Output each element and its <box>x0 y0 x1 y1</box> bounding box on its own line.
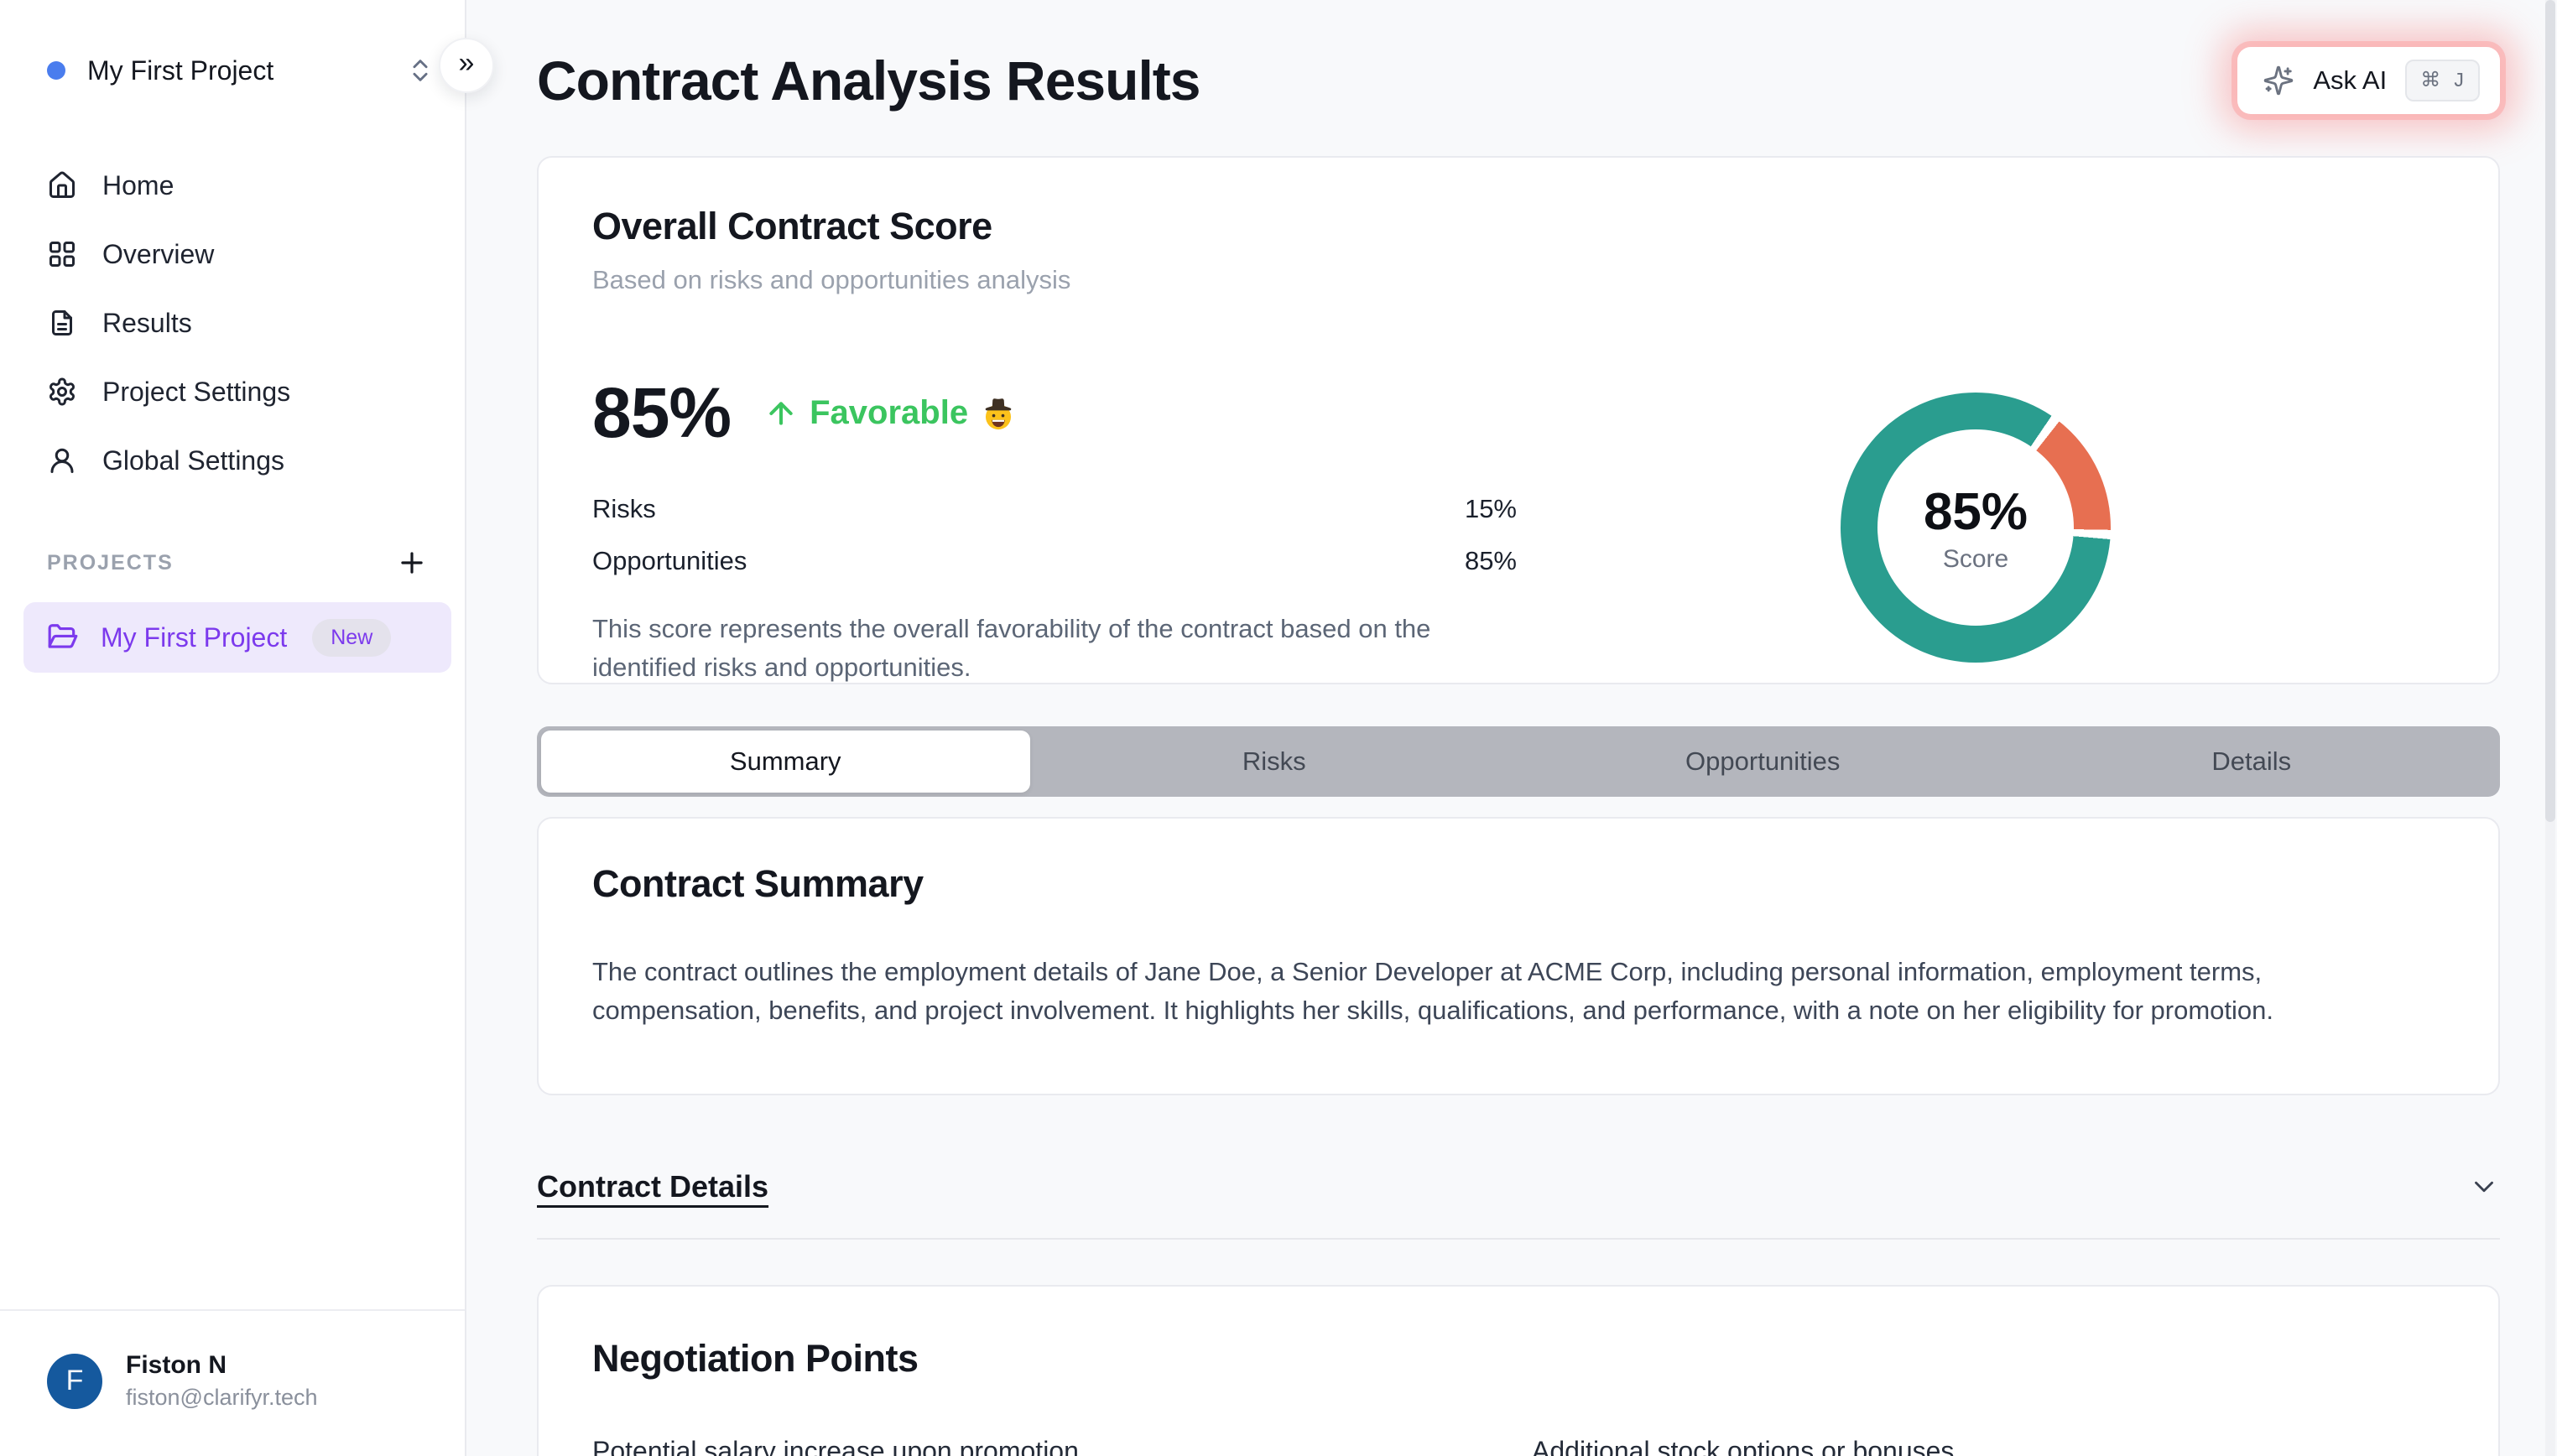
details-divider <box>537 1238 2500 1240</box>
score-row: 85% Favorable <box>592 372 2445 454</box>
main-content: Contract Analysis Results Ask AI ⌘ J Ove… <box>466 0 2557 1456</box>
contract-summary-card: Contract Summary The contract outlines t… <box>537 817 2500 1095</box>
sidebar-item-label: Results <box>102 307 192 338</box>
score-card-subtitle: Based on risks and opportunities analysi… <box>592 265 1071 294</box>
sidebar-collapse-button[interactable]: » <box>439 38 494 93</box>
sidebar-item-label: Overview <box>102 238 215 269</box>
overall-score-card: Overall Contract Score Based on risks an… <box>537 156 2500 684</box>
project-item-label: My First Project <box>101 621 288 653</box>
grid-icon <box>47 239 77 269</box>
projects-heading: PROJECTS <box>47 550 174 575</box>
contract-details-title: Contract Details <box>537 1169 769 1204</box>
cowboy-emoji-icon <box>980 395 1017 432</box>
avatar: F <box>47 1353 102 1409</box>
tab-opportunities[interactable]: Opportunities <box>1518 731 2008 793</box>
main-header: Contract Analysis Results Ask AI ⌘ J <box>537 47 2500 114</box>
score-value: 85% <box>592 373 732 452</box>
chevron-down-icon <box>2468 1171 2500 1203</box>
sidebar-item-project-settings[interactable]: Project Settings <box>0 367 465 416</box>
results-tabbar: Summary Risks Opportunities Details <box>537 726 2500 797</box>
metric-label: Opportunities <box>592 546 747 575</box>
negotiation-points-card: Negotiation Points Potential salary incr… <box>537 1285 2500 1456</box>
sidebar-item-label: Home <box>102 169 174 200</box>
donut-center: 85% Score <box>1877 429 2074 626</box>
project-selector[interactable]: My First Project <box>47 44 435 97</box>
score-status: Favorable <box>764 394 1017 432</box>
contract-details-toggle[interactable]: Contract Details <box>537 1169 2500 1204</box>
page-title: Contract Analysis Results <box>537 49 1200 112</box>
score-card-title: Overall Contract Score <box>592 205 992 247</box>
chevrons-up-down-icon <box>406 56 435 85</box>
add-project-button[interactable] <box>396 547 428 579</box>
score-status-label: Favorable <box>810 394 969 431</box>
summary-card-title: Contract Summary <box>592 862 924 905</box>
negotiation-point: Additional stock options or bonuses. <box>1532 1436 1962 1456</box>
metric-row-risks: Risks 15% <box>592 494 1517 524</box>
ask-ai-label: Ask AI <box>2313 65 2388 95</box>
user-profile[interactable]: F Fiston N fiston@clarifyr.tech <box>0 1309 465 1456</box>
home-icon <box>47 170 77 200</box>
donut-center-value: 85% <box>1923 482 2028 541</box>
user-icon <box>47 445 77 476</box>
score-metrics: Risks 15% Opportunities 85% <box>592 494 1517 576</box>
sidebar: My First Project Home Overview Results <box>0 0 466 1456</box>
sparkles-icon <box>2263 65 2294 96</box>
negotiation-points-grid: Potential salary increase upon promotion… <box>592 1436 2445 1456</box>
project-selector-label: My First Project <box>87 55 274 86</box>
tab-details[interactable]: Details <box>2008 731 2497 793</box>
donut-ring: 85% Score <box>1841 393 2111 663</box>
sidebar-item-overview[interactable]: Overview <box>0 230 465 278</box>
folder-open-icon <box>47 621 79 653</box>
score-description: This score represents the overall favora… <box>592 614 1431 682</box>
arrow-up-icon <box>764 397 798 430</box>
negotiation-point: Potential salary increase upon promotion… <box>592 1436 1086 1456</box>
sidebar-project-my-first-project[interactable]: My First Project New <box>23 602 451 673</box>
user-name: Fiston N <box>126 1351 227 1379</box>
ask-ai-shortcut: ⌘ J <box>2405 60 2480 101</box>
tab-summary[interactable]: Summary <box>541 731 1030 793</box>
ask-ai-button[interactable]: Ask AI ⌘ J <box>2237 47 2500 114</box>
sidebar-nav: Home Overview Results Project Settings G… <box>0 161 465 485</box>
metric-label: Risks <box>592 494 656 523</box>
file-text-icon <box>47 308 77 338</box>
user-email: fiston@clarifyr.tech <box>126 1385 318 1410</box>
summary-body: The contract outlines the employment det… <box>592 957 2274 1025</box>
plus-icon <box>396 547 428 579</box>
negotiation-card-title: Negotiation Points <box>592 1337 919 1380</box>
scrollbar-thumb[interactable] <box>2545 0 2555 822</box>
metric-row-opportunities: Opportunities 85% <box>592 546 1517 576</box>
sidebar-item-label: Project Settings <box>102 376 291 407</box>
donut-center-sublabel: Score <box>1942 544 2009 573</box>
metric-value: 15% <box>1464 494 1517 523</box>
sidebar-item-label: Global Settings <box>102 445 285 476</box>
sidebar-item-global-settings[interactable]: Global Settings <box>0 436 465 485</box>
tab-risks[interactable]: Risks <box>1030 731 1519 793</box>
sidebar-item-home[interactable]: Home <box>0 161 465 210</box>
projects-section-header: PROJECTS <box>47 547 428 579</box>
project-color-dot <box>47 61 65 80</box>
metric-value: 85% <box>1464 546 1517 575</box>
score-donut-chart: 85% Score <box>1841 393 2111 663</box>
gear-icon <box>47 377 77 407</box>
new-badge: New <box>312 618 392 657</box>
sidebar-item-results[interactable]: Results <box>0 299 465 347</box>
